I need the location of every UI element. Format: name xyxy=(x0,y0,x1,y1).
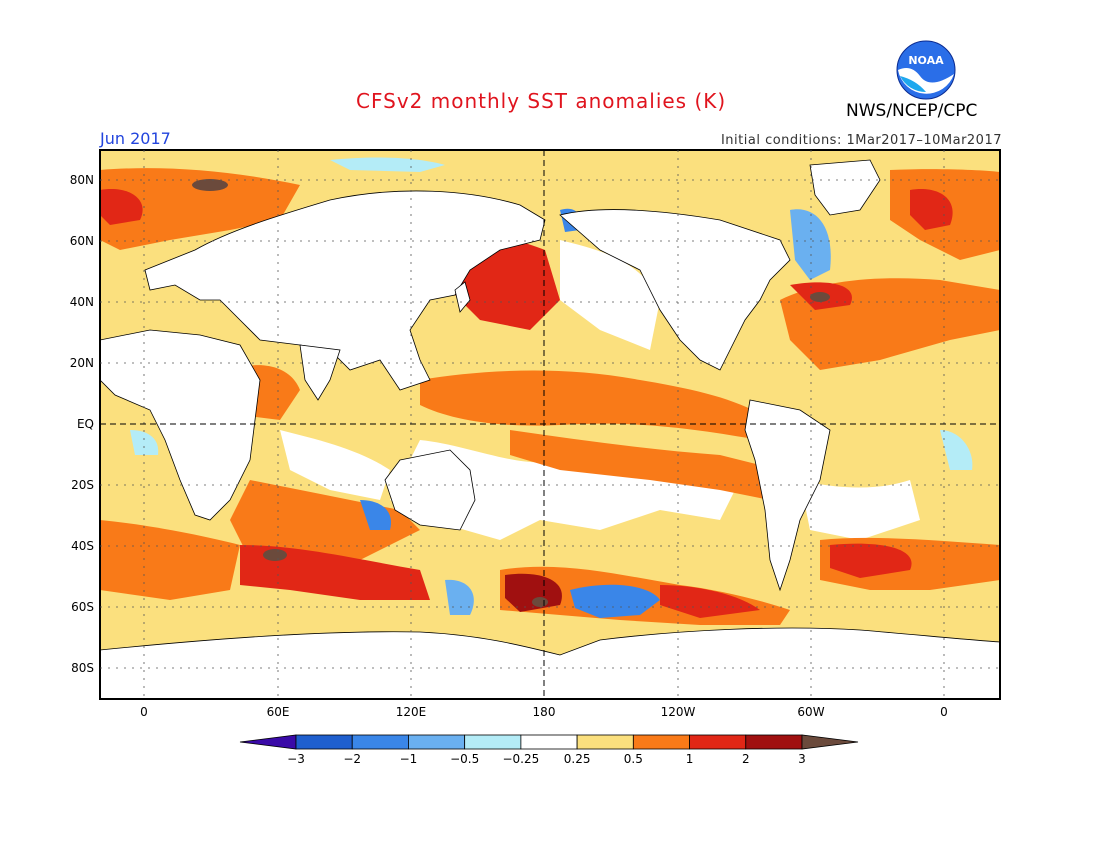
colorbar-label: 1 xyxy=(686,752,694,766)
longitude-labels: 0 60E 120E 180 120W 60W 0 xyxy=(140,705,948,719)
lon-label: 120E xyxy=(396,705,427,719)
lon-label: 120W xyxy=(661,705,696,719)
colorbar-swatch xyxy=(295,734,353,750)
lat-label: 20N xyxy=(70,356,94,370)
colorbar-swatch xyxy=(520,734,578,750)
noaa-logo: NOAA xyxy=(896,40,956,100)
lon-label: 60E xyxy=(267,705,290,719)
colorbar-label: −2 xyxy=(343,752,361,766)
lon-label: 60W xyxy=(797,705,824,719)
colorbar-label: 0.5 xyxy=(624,752,643,766)
lat-label: 40S xyxy=(71,539,94,553)
colorbar xyxy=(239,734,859,750)
colorbar-swatch xyxy=(464,734,522,750)
colorbar-labels: −3 −2 −1 −0.5 −0.25 0.25 0.5 1 2 3 xyxy=(287,752,806,766)
colorbar-label: −0.5 xyxy=(450,752,479,766)
lat-label: 80N xyxy=(70,173,94,187)
initial-conditions-label: Initial conditions: 1Mar2017–10Mar2017 xyxy=(720,133,1002,148)
colorbar-arrow-high xyxy=(801,734,859,750)
lat-label: EQ xyxy=(77,417,94,431)
forecast-month-label: Jun 2017 xyxy=(100,129,171,148)
lat-label: 40N xyxy=(70,295,94,309)
lat-label: 60N xyxy=(70,234,94,248)
lat-label: 80S xyxy=(71,661,94,675)
colorbar-label: 3 xyxy=(798,752,806,766)
colorbar-swatch xyxy=(576,734,634,750)
latitude-labels: 80N 60N 40N 20N EQ 20S 40S 60S 80S xyxy=(70,173,94,675)
lon-label: 0 xyxy=(940,705,948,719)
lat-label: 60S xyxy=(71,600,94,614)
graticule xyxy=(100,150,1000,699)
colorbar-swatch xyxy=(689,734,747,750)
map-title: CFSv2 monthly SST anomalies (K) xyxy=(356,89,727,113)
colorbar-swatch xyxy=(632,734,690,750)
colorbar-swatch xyxy=(745,734,803,750)
colorbar-label: 2 xyxy=(742,752,750,766)
colorbar-label: −3 xyxy=(287,752,305,766)
lon-label: 180 xyxy=(533,705,556,719)
lat-label: 20S xyxy=(71,478,94,492)
colorbar-label: 0.25 xyxy=(564,752,591,766)
colorbar-swatch xyxy=(408,734,466,750)
colorbar-arrow-low xyxy=(239,734,297,750)
svg-text:NOAA: NOAA xyxy=(908,54,944,67)
colorbar-label: −0.25 xyxy=(502,752,539,766)
agency-label: NWS/NCEP/CPC xyxy=(846,101,978,121)
lon-label: 0 xyxy=(140,705,148,719)
colorbar-swatch xyxy=(351,734,409,750)
colorbar-label: −1 xyxy=(400,752,418,766)
